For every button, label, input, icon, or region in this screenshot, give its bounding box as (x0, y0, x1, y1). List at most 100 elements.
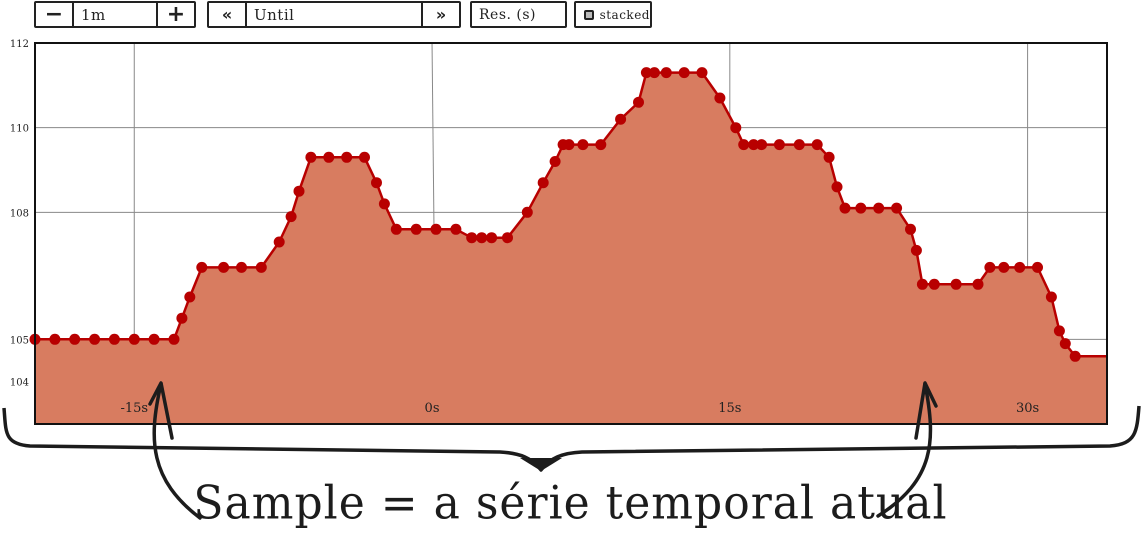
data-point-63 (950, 278, 962, 290)
data-point-42 (660, 67, 672, 79)
data-point-25 (430, 223, 442, 235)
y-tick-label-2: 108 (10, 208, 29, 219)
data-point-21 (371, 177, 382, 189)
left-arrowhead (148, 381, 174, 440)
data-point-39 (633, 96, 644, 108)
data-point-19 (341, 151, 353, 163)
until-control: « Until » (207, 1, 461, 28)
data-point-9 (184, 291, 196, 303)
data-point-54 (831, 181, 843, 193)
data-point-45 (714, 92, 726, 104)
data-point-40 (640, 67, 652, 79)
data-point-15 (285, 211, 297, 223)
data-point-13 (255, 261, 267, 273)
data-point-23 (390, 223, 402, 235)
left-arrow (152, 382, 202, 520)
stacked-label: stacked (599, 7, 650, 22)
resolution-input[interactable]: Res. (s) (470, 1, 567, 28)
brace-tip (520, 458, 562, 471)
data-point-26 (450, 223, 462, 235)
data-point-22 (378, 198, 390, 210)
data-point-27 (466, 232, 478, 244)
data-point-29 (486, 232, 498, 244)
y-tick-label-3: 110 (10, 124, 29, 135)
data-point-31 (521, 206, 533, 218)
data-point-35 (563, 139, 575, 151)
data-point-69 (1045, 291, 1057, 303)
data-points (29, 67, 1081, 362)
data-point-33 (549, 156, 561, 167)
data-point-49 (756, 139, 768, 151)
data-point-3 (89, 333, 101, 345)
data-point-59 (905, 223, 916, 235)
data-point-1 (49, 333, 61, 345)
rewind-icon[interactable]: « (221, 5, 233, 24)
area-fill (35, 72, 1107, 424)
range-decrease-button[interactable]: − (44, 2, 64, 27)
data-point-36 (577, 139, 589, 151)
data-point-46 (730, 122, 742, 134)
data-point-53 (823, 151, 835, 163)
data-point-24 (410, 223, 422, 235)
data-point-43 (678, 67, 690, 79)
y-axis: 104 105 108 110 112 (10, 39, 29, 389)
data-point-14 (273, 236, 285, 248)
data-point-71 (1059, 338, 1071, 350)
data-point-20 (359, 151, 370, 163)
data-point-37 (595, 139, 607, 151)
x-tick-label-2: 15s (718, 401, 741, 416)
data-point-72 (1069, 350, 1081, 362)
x-tick-label-0: -15s (120, 401, 148, 416)
data-point-32 (537, 177, 549, 189)
data-point-11 (218, 261, 230, 273)
data-point-28 (476, 232, 488, 244)
stacked-toggle[interactable]: stacked (574, 1, 652, 28)
data-point-51 (793, 139, 805, 151)
data-point-70 (1053, 325, 1065, 337)
data-point-6 (148, 333, 160, 345)
x-tick-label-3: 30s (1016, 401, 1039, 416)
right-arrow (876, 382, 933, 518)
right-arrowhead (914, 381, 938, 440)
data-point-5 (128, 333, 140, 345)
data-point-56 (855, 202, 867, 214)
annotation (2, 381, 1141, 520)
toolbar: − 1m + « Until » Res. (s) stacked (0, 0, 1141, 32)
y-tick-label-4: 112 (10, 39, 29, 50)
data-point-64 (972, 278, 984, 290)
stacked-checkbox[interactable] (584, 9, 594, 20)
data-point-4 (108, 333, 120, 345)
data-point-2 (69, 333, 81, 345)
y-tick-label-1: 105 (10, 335, 29, 346)
data-point-18 (323, 151, 335, 163)
fast-forward-icon[interactable]: » (421, 3, 459, 26)
x-axis: -15s 0s 15s 30s (120, 401, 1039, 416)
data-point-61 (916, 278, 928, 290)
data-point-67 (1014, 261, 1026, 273)
data-point-7 (168, 333, 180, 345)
data-point-8 (176, 312, 188, 324)
plot-frame (34, 42, 1108, 425)
data-point-38 (615, 113, 627, 125)
data-point-41 (648, 67, 660, 79)
resolution-placeholder: Res. (s) (479, 6, 537, 23)
data-point-16 (293, 185, 305, 197)
frame-border (34, 42, 1108, 425)
data-point-58 (891, 202, 903, 214)
data-point-12 (236, 261, 247, 273)
data-point-66 (998, 261, 1010, 273)
data-point-44 (696, 67, 708, 79)
until-input[interactable]: Until (245, 3, 421, 26)
data-point-57 (873, 202, 885, 214)
data-point-65 (984, 261, 996, 273)
range-input[interactable]: 1m (72, 3, 156, 26)
data-point-50 (773, 139, 785, 151)
y-tick-label-0: 104 (10, 378, 29, 389)
data-point-17 (305, 151, 317, 163)
range-increase-button[interactable]: + (156, 2, 194, 27)
range-control: − 1m + (34, 1, 196, 28)
data-point-10 (196, 261, 208, 273)
data-point-48 (748, 139, 760, 151)
data-point-47 (738, 139, 750, 151)
